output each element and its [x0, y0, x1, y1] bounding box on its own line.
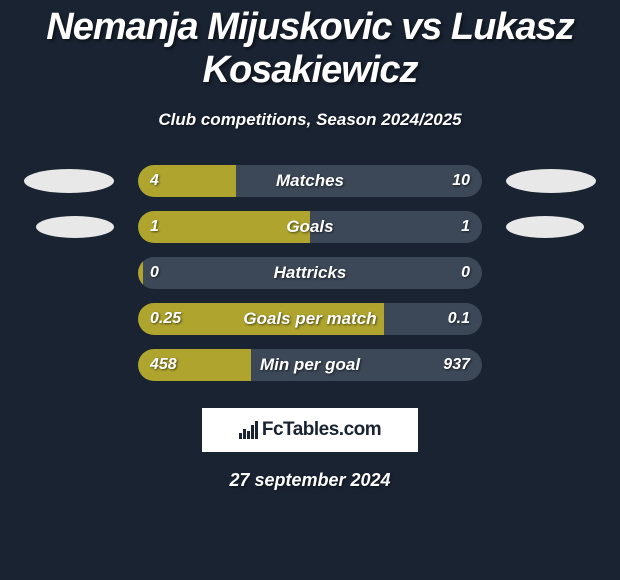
- stat-row: Hattricks00: [0, 250, 620, 296]
- stat-bar: Min per goal458937: [138, 349, 482, 381]
- stat-bar-right-fill: [310, 211, 482, 243]
- stat-row: Goals11: [0, 204, 620, 250]
- stat-row: Min per goal458937: [0, 342, 620, 388]
- stat-bar: Goals per match0.250.1: [138, 303, 482, 335]
- stat-bar-left-fill: [138, 165, 236, 197]
- stat-bar-right-fill: [251, 349, 482, 381]
- player-right-icon-slot: [500, 216, 604, 238]
- subtitle: Club competitions, Season 2024/2025: [0, 110, 620, 130]
- stat-bar-left-fill: [138, 211, 310, 243]
- player-avatar-icon: [506, 169, 596, 193]
- player-avatar-icon: [24, 169, 114, 193]
- branding-badge: FcTables.com: [202, 408, 418, 452]
- stat-bar-right-fill: [143, 257, 482, 289]
- player-right-icon-slot: [500, 169, 604, 193]
- date-label: 27 september 2024: [0, 470, 620, 491]
- chart-icon: [239, 421, 258, 439]
- stat-bar-left-fill: [138, 349, 251, 381]
- player-left-icon-slot: [16, 169, 120, 193]
- stat-row: Goals per match0.250.1: [0, 296, 620, 342]
- player-avatar-icon: [506, 216, 584, 238]
- stat-bar: Hattricks00: [138, 257, 482, 289]
- stats-container: Matches410 Goals11 Hattricks00 Goals per ma…: [0, 158, 620, 388]
- branding-text: FcTables.com: [262, 419, 381, 441]
- page-title: Nemanja Mijuskovic vs Lukasz Kosakiewicz: [0, 0, 620, 92]
- stat-bar-right-fill: [236, 165, 482, 197]
- player-avatar-icon: [36, 216, 114, 238]
- stat-row: Matches410: [0, 158, 620, 204]
- stat-bar: Goals11: [138, 211, 482, 243]
- stat-bar: Matches410: [138, 165, 482, 197]
- player-left-icon-slot: [16, 216, 120, 238]
- stat-bar-left-fill: [138, 303, 384, 335]
- stat-bar-right-fill: [384, 303, 482, 335]
